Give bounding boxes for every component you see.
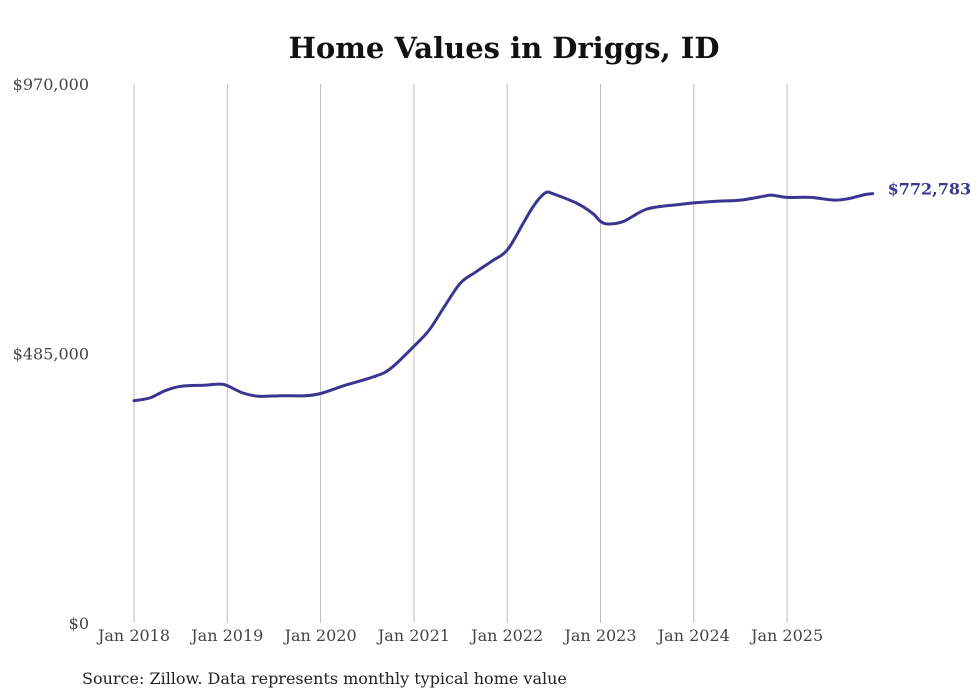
x-axis-tick-labels: Jan 2018 Jan 2019 Jan 2020 Jan 2021 Jan 2022… [96, 626, 823, 645]
source-note: Source: Zillow. Data represents monthly … [82, 669, 567, 688]
y-tick-label-0: $970,000 [13, 75, 89, 94]
x-tick-label-5: Jan 2023 [562, 626, 636, 645]
x-tick-label-3: Jan 2021 [376, 626, 450, 645]
y-tick-label-2: $0 [69, 614, 89, 633]
x-tick-label-4: Jan 2022 [469, 626, 543, 645]
series-layer: $772,783 [132, 180, 972, 403]
x-tick-label-6: Jan 2024 [656, 626, 730, 645]
y-axis-tick-labels: $970,000 $485,000 $0 [13, 75, 89, 633]
series-line-0 [132, 190, 875, 403]
chart-title: Home Values in Driggs, ID [288, 31, 719, 65]
vertical-gridlines [133, 84, 788, 623]
y-tick-label-1: $485,000 [13, 345, 89, 364]
x-tick-label-2: Jan 2020 [283, 626, 357, 645]
end-value-label: $772,783 [888, 180, 972, 199]
x-tick-label-1: Jan 2019 [189, 626, 263, 645]
x-tick-label-7: Jan 2025 [749, 626, 823, 645]
x-tick-label-0: Jan 2018 [96, 626, 170, 645]
